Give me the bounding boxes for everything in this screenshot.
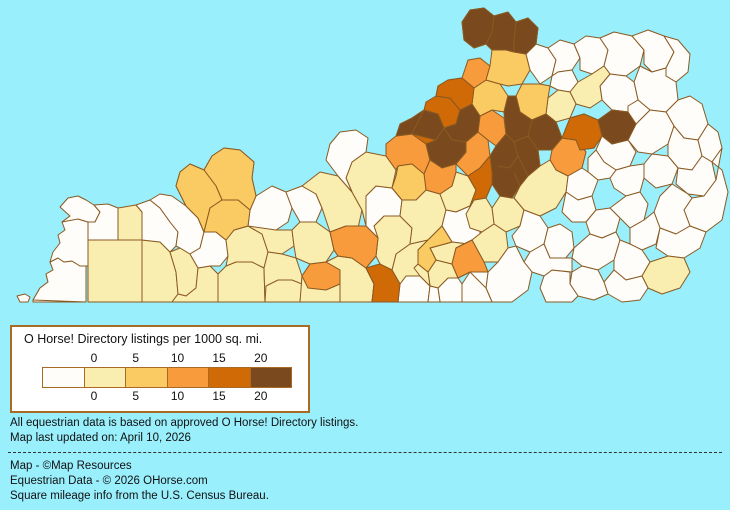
county-accent-ohio-or [329, 225, 379, 269]
county-powell [587, 149, 617, 181]
legend-tick-top-4: 20 [254, 351, 268, 365]
kentucky-choropleth-map [16, 7, 729, 303]
county-accent-webster-or [203, 199, 251, 241]
legend-tick-top-2: 10 [170, 351, 185, 365]
county-meade [325, 129, 369, 193]
legend-swatch-0 [43, 368, 85, 387]
county-cluster-boone-line [485, 15, 517, 52]
county-marshall [117, 204, 143, 241]
county-cluster-fayette-dark [489, 133, 541, 199]
legend-tick-bottom-2: 10 [170, 389, 185, 403]
county-kentucky-bend [16, 293, 31, 303]
legend-tick-top-3: 15 [212, 351, 226, 365]
legend-swatch-3 [167, 368, 209, 387]
county-letcher [655, 225, 707, 259]
county-layer [16, 7, 729, 303]
footer-data-note: All equestrian data is based on approved… [10, 417, 359, 429]
legend-swatch-5 [250, 368, 291, 387]
legend-box: O Horse! Directory listings per 1000 sq.… [10, 325, 310, 413]
legend-tick-bottom-3: 15 [212, 389, 226, 403]
county-harlan [641, 255, 691, 295]
county-todd [264, 279, 303, 303]
county-whitley [539, 269, 579, 303]
footer: All equestrian data is based on approved… [0, 416, 730, 510]
legend-ticks-top: 0 5 10 15 20 [42, 351, 292, 365]
county-mclean [247, 225, 295, 255]
county-knox [569, 265, 609, 301]
county-christian [217, 261, 266, 303]
county-accent-oldham-dark [395, 109, 425, 137]
county-lewis [599, 31, 645, 77]
county-accent-casey [451, 239, 489, 279]
county-accent-carroll-darkorange [435, 77, 475, 111]
county-carlisle [49, 215, 89, 267]
footer-last-updated: Map last updated on: April 10, 2026 [10, 432, 191, 444]
county-accent-butler-or [301, 261, 341, 291]
legend-tick-top-0: 0 [90, 351, 98, 365]
county-graves [87, 239, 143, 303]
legend-swatch-bar [42, 367, 292, 388]
legend-tick-bottom-4: 20 [254, 389, 268, 403]
county-clay [571, 231, 621, 271]
county-ballard [59, 195, 101, 223]
map-svg [16, 7, 729, 303]
county-accent-green [417, 225, 453, 273]
county-accent-edmonson-or [365, 263, 401, 303]
county-cluster-internal-lines [497, 113, 557, 187]
county-grant [485, 49, 531, 87]
legend-ticks-bottom: 0 5 10 15 20 [42, 389, 292, 403]
legend-swatch-2 [126, 368, 168, 387]
county-accent-union-or [175, 163, 223, 233]
footer-map-credit: Map - ©Map Resources [10, 460, 132, 472]
legend-title: O Horse! Directory listings per 1000 sq.… [24, 332, 263, 346]
county-cumberland [427, 285, 441, 303]
county-accent-bullitt [391, 163, 427, 201]
legend-tick-top-1: 5 [132, 351, 140, 365]
footer-census-credit: Square mileage info from the U.S. Census… [10, 490, 269, 502]
county-cluster-north-dark [461, 7, 539, 55]
county-ohio [291, 221, 335, 265]
county-accent-bath-dk [597, 109, 637, 145]
legend-swatch-1 [84, 368, 126, 387]
legend-swatch-4 [209, 368, 251, 387]
legend-tick-bottom-1: 5 [132, 389, 140, 403]
footer-divider [8, 452, 722, 453]
county-breathitt [609, 191, 649, 229]
legend-tick-bottom-0: 0 [90, 389, 98, 403]
footer-data-credit: Equestrian Data - © 2026 OHorse.com [10, 475, 208, 487]
